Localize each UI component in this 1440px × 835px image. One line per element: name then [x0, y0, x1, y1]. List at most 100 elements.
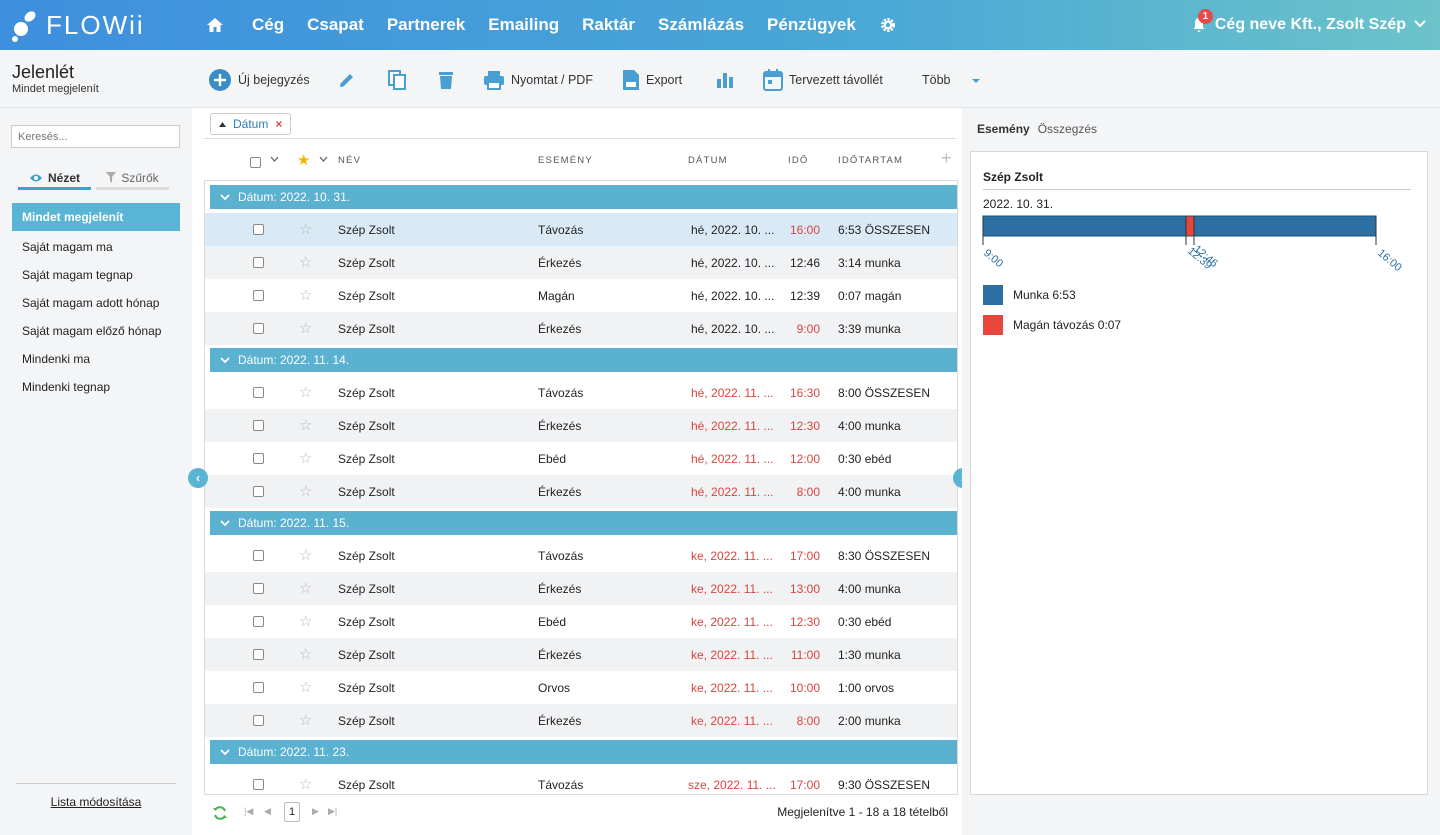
- sidebar-item-myself-prev-month[interactable]: Saját magam előző hónap: [22, 324, 162, 338]
- column-header-time[interactable]: IDŐ: [788, 155, 809, 166]
- chevron-down-icon[interactable]: [220, 193, 230, 201]
- row-checkbox[interactable]: [253, 323, 264, 334]
- table-row[interactable]: ☆ Szép Zsolt Érkezés hé, 2022. 11. ... 12:30…: [205, 409, 957, 442]
- statistics-button[interactable]: [715, 66, 735, 94]
- copy-button[interactable]: [387, 66, 407, 94]
- row-checkbox[interactable]: [253, 682, 264, 693]
- favorite-menu-chevron-icon[interactable]: [319, 154, 328, 165]
- sidebar-item-myself-month[interactable]: Saját magam adott hónap: [22, 296, 160, 310]
- table-row[interactable]: ☆ Szép Zsolt Érkezés ke, 2022. 11. ... 13:00…: [205, 572, 957, 605]
- refresh-icon[interactable]: [212, 805, 228, 824]
- column-header-duration[interactable]: IDŐTARTAM: [838, 155, 904, 166]
- group-header[interactable]: Dátum: 2022. 10. 31.: [210, 185, 957, 209]
- column-header-name[interactable]: NÉV: [338, 155, 362, 166]
- notification-bell-icon[interactable]: 1: [1191, 9, 1213, 33]
- search-input[interactable]: [11, 125, 180, 148]
- chevron-down-icon[interactable]: [220, 748, 230, 756]
- table-row[interactable]: ☆ Szép Zsolt Érkezés ke, 2022. 11. ... 8:00 2…: [205, 704, 957, 737]
- table-row[interactable]: ☆ Szép Zsolt Magán hé, 2022. 10. ... 12:39 0:…: [205, 279, 957, 312]
- edit-list-link[interactable]: Lista módosítása: [16, 783, 176, 809]
- favorite-star-icon[interactable]: ☆: [299, 417, 313, 434]
- chevron-down-icon[interactable]: [1414, 16, 1426, 34]
- row-checkbox[interactable]: [253, 715, 264, 726]
- favorite-star-icon[interactable]: ☆: [299, 580, 313, 597]
- next-page-icon[interactable]: ▶: [312, 806, 319, 816]
- favorite-star-icon[interactable]: ☆: [299, 287, 313, 304]
- collapse-left-arrow-icon[interactable]: ‹: [188, 468, 208, 488]
- first-page-icon[interactable]: |◀: [244, 806, 254, 816]
- tab-event[interactable]: Esemény: [977, 122, 1030, 136]
- table-row[interactable]: ☆ Szép Zsolt Távozás sze, 2022. 11. ... 17:0…: [205, 768, 957, 794]
- column-header-date[interactable]: DÁTUM: [688, 155, 728, 166]
- row-checkbox[interactable]: [253, 583, 264, 594]
- favorite-star-icon[interactable]: ☆: [299, 221, 313, 238]
- select-all-checkbox[interactable]: [250, 157, 261, 168]
- row-checkbox[interactable]: [253, 387, 264, 398]
- sidebar-item-everyone-yesterday[interactable]: Mindenki tegnap: [22, 380, 111, 394]
- favorite-star-icon[interactable]: ☆: [299, 320, 313, 337]
- row-checkbox[interactable]: [253, 453, 264, 464]
- table-row[interactable]: ☆ Szép Zsolt Ebéd ke, 2022. 11. ... 12:30 0:3…: [205, 605, 957, 638]
- sidebar-item-show-all[interactable]: Mindet megjelenít: [12, 203, 180, 231]
- prev-page-icon[interactable]: ◀: [264, 806, 271, 816]
- remove-sort-icon[interactable]: ×: [275, 117, 283, 131]
- table-row[interactable]: ☆ Szép Zsolt Érkezés hé, 2022. 10. ... 9:00 3…: [205, 312, 957, 345]
- chevron-down-icon[interactable]: [220, 356, 230, 364]
- row-checkbox[interactable]: [253, 224, 264, 235]
- user-company-label[interactable]: Cég neve Kft., Zsolt Szép: [1214, 16, 1406, 33]
- table-row[interactable]: ☆ Szép Zsolt Távozás ke, 2022. 11. ... 17:00…: [205, 539, 957, 572]
- nav-szamlazas[interactable]: Számlázás: [658, 15, 745, 34]
- group-header[interactable]: Dátum: 2022. 11. 14.: [210, 348, 957, 372]
- favorite-star-icon[interactable]: ☆: [299, 776, 313, 793]
- table-row[interactable]: ☆ Szép Zsolt Ebéd hé, 2022. 11. ... 12:00 0:3…: [205, 442, 957, 475]
- edit-button[interactable]: [337, 66, 357, 94]
- home-icon[interactable]: [206, 16, 224, 34]
- favorite-star-icon[interactable]: ☆: [299, 483, 313, 500]
- nav-ceg[interactable]: Cég: [252, 15, 285, 34]
- new-entry-button[interactable]: Új bejegyzés: [208, 66, 310, 94]
- user-menu[interactable]: 1 Cég neve Kft., Zsolt Szép: [1191, 0, 1426, 50]
- planned-absence-button[interactable]: Tervezett távollét: [763, 66, 883, 94]
- sort-chip[interactable]: Dátum ×: [210, 113, 292, 135]
- tab-view[interactable]: Nézet: [18, 168, 91, 190]
- more-dropdown[interactable]: Több: [922, 66, 981, 94]
- delete-button[interactable]: [437, 66, 455, 94]
- tab-filters[interactable]: Szűrők: [96, 168, 169, 190]
- favorite-star-icon[interactable]: ☆: [299, 679, 313, 696]
- select-menu-chevron-icon[interactable]: [270, 154, 279, 165]
- row-checkbox[interactable]: [253, 257, 264, 268]
- column-header-event[interactable]: ESEMÉNY: [538, 155, 593, 166]
- export-button[interactable]: Export: [622, 66, 682, 94]
- nav-raktar[interactable]: Raktár: [582, 15, 636, 34]
- add-column-plus-icon[interactable]: +: [941, 148, 952, 168]
- row-checkbox[interactable]: [253, 486, 264, 497]
- settings-gear-icon[interactable]: [879, 16, 897, 34]
- table-row[interactable]: ☆ Szép Zsolt Távozás hé, 2022. 11. ... 16:30…: [205, 376, 957, 409]
- group-header[interactable]: Dátum: 2022. 11. 15.: [210, 511, 957, 535]
- favorite-star-icon[interactable]: ★: [297, 152, 312, 169]
- row-checkbox[interactable]: [253, 290, 264, 301]
- last-page-icon[interactable]: ▶|: [328, 806, 338, 816]
- print-pdf-button[interactable]: Nyomtat / PDF: [483, 66, 593, 94]
- chevron-down-icon[interactable]: [220, 519, 230, 527]
- group-header[interactable]: Dátum: 2022. 11. 23.: [210, 740, 957, 764]
- table-row[interactable]: ☆ Szép Zsolt Távozás hé, 2022. 10. ... 16:00…: [205, 213, 957, 246]
- favorite-star-icon[interactable]: ☆: [299, 384, 313, 401]
- row-checkbox[interactable]: [253, 420, 264, 431]
- sidebar-item-everyone-today[interactable]: Mindenki ma: [22, 352, 91, 366]
- table-row[interactable]: ☆ Szép Zsolt Érkezés hé, 2022. 10. ... 12:46…: [205, 246, 957, 279]
- row-checkbox[interactable]: [253, 779, 264, 790]
- row-checkbox[interactable]: [253, 616, 264, 627]
- sidebar-item-myself-today[interactable]: Saját magam ma: [22, 240, 113, 254]
- flowii-logo[interactable]: FLOWii: [12, 8, 145, 42]
- favorite-star-icon[interactable]: ☆: [299, 646, 313, 663]
- table-row[interactable]: ☆ Szép Zsolt Orvos ke, 2022. 11. ... 10:00 1:…: [205, 671, 957, 704]
- favorite-star-icon[interactable]: ☆: [299, 712, 313, 729]
- favorite-star-icon[interactable]: ☆: [299, 547, 313, 564]
- nav-emailing[interactable]: Emailing: [488, 15, 560, 34]
- favorite-star-icon[interactable]: ☆: [299, 254, 313, 271]
- row-checkbox[interactable]: [253, 550, 264, 561]
- row-checkbox[interactable]: [253, 649, 264, 660]
- nav-csapat[interactable]: Csapat: [307, 15, 364, 34]
- table-row[interactable]: ☆ Szép Zsolt Érkezés hé, 2022. 11. ... 8:00 4…: [205, 475, 957, 508]
